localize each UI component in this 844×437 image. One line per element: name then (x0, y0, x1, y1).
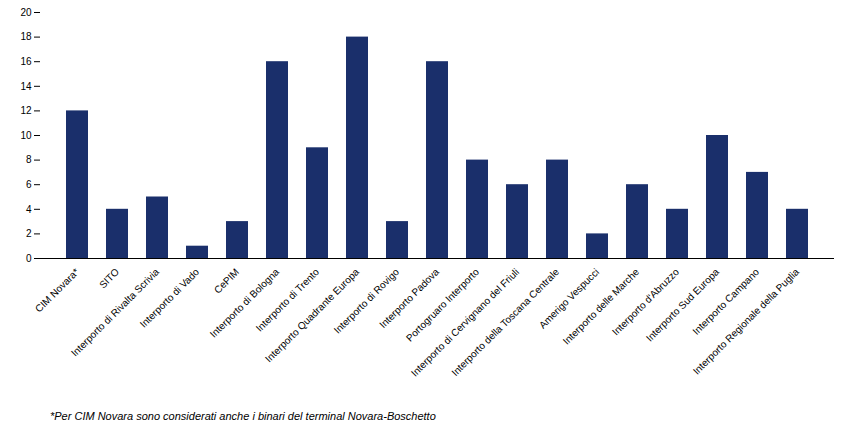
html-text:*Per CIM Novara sono considera: *Per CIM Novara sono considerati anche i… (50, 410, 436, 422)
svg-text:SITO: SITO (97, 266, 121, 290)
svg-text:CePIM: CePIM (212, 266, 241, 295)
svg-text:Interporto di Trento: Interporto di Trento (253, 266, 322, 334)
svg-text:20: 20 (20, 7, 32, 18)
svg-text:Interporto Sud Europa: Interporto Sud Europa (644, 266, 722, 344)
svg-text:Interporto della Toscana Centr: Interporto della Toscana Centrale (449, 266, 562, 378)
svg-text:10: 10 (20, 130, 32, 141)
svg-text:16: 16 (20, 56, 32, 67)
svg-text:Interporto Regionale della Pug: Interporto Regionale della Puglia (691, 266, 802, 377)
svg-text:Interporto di Vado: Interporto di Vado (138, 266, 202, 330)
svg-text:Interporto di Rivalta Scrivia: Interporto di Rivalta Scrivia (68, 266, 162, 359)
svg-text:Amerigo Vespucci: Amerigo Vespucci (536, 266, 602, 331)
svg-text:14: 14 (20, 81, 32, 92)
svg-text:6: 6 (26, 179, 32, 190)
svg-text:2: 2 (26, 228, 32, 239)
svg-text:Interporto delle Marche: Interporto delle Marche (561, 266, 642, 347)
svg-text:Portogruaro Interporto: Portogruaro Interporto (404, 266, 482, 344)
svg-text:Interporto di Cervignano del F: Interporto di Cervignano del Friuli (408, 266, 522, 379)
svg-text:Interporto d'Abruzzo: Interporto d'Abruzzo (610, 266, 682, 338)
svg-text:12: 12 (20, 105, 32, 116)
svg-text:8: 8 (26, 154, 32, 165)
svg-text:Interporto Campano: Interporto Campano (690, 266, 761, 337)
svg-text:Interporto Quadrante Europa: Interporto Quadrante Europa (263, 266, 362, 365)
svg-text:18: 18 (20, 31, 32, 42)
svg-text:Interporto Padova: Interporto Padova (377, 266, 442, 331)
svg-text:4: 4 (26, 204, 32, 215)
svg-text:Interporto di Bologna: Interporto di Bologna (208, 266, 282, 340)
svg-text:CIM Novara*: CIM Novara* (33, 266, 81, 314)
svg-text:Interporto di Rovigo: Interporto di Rovigo (332, 266, 402, 336)
svg-text:0: 0 (26, 253, 32, 264)
